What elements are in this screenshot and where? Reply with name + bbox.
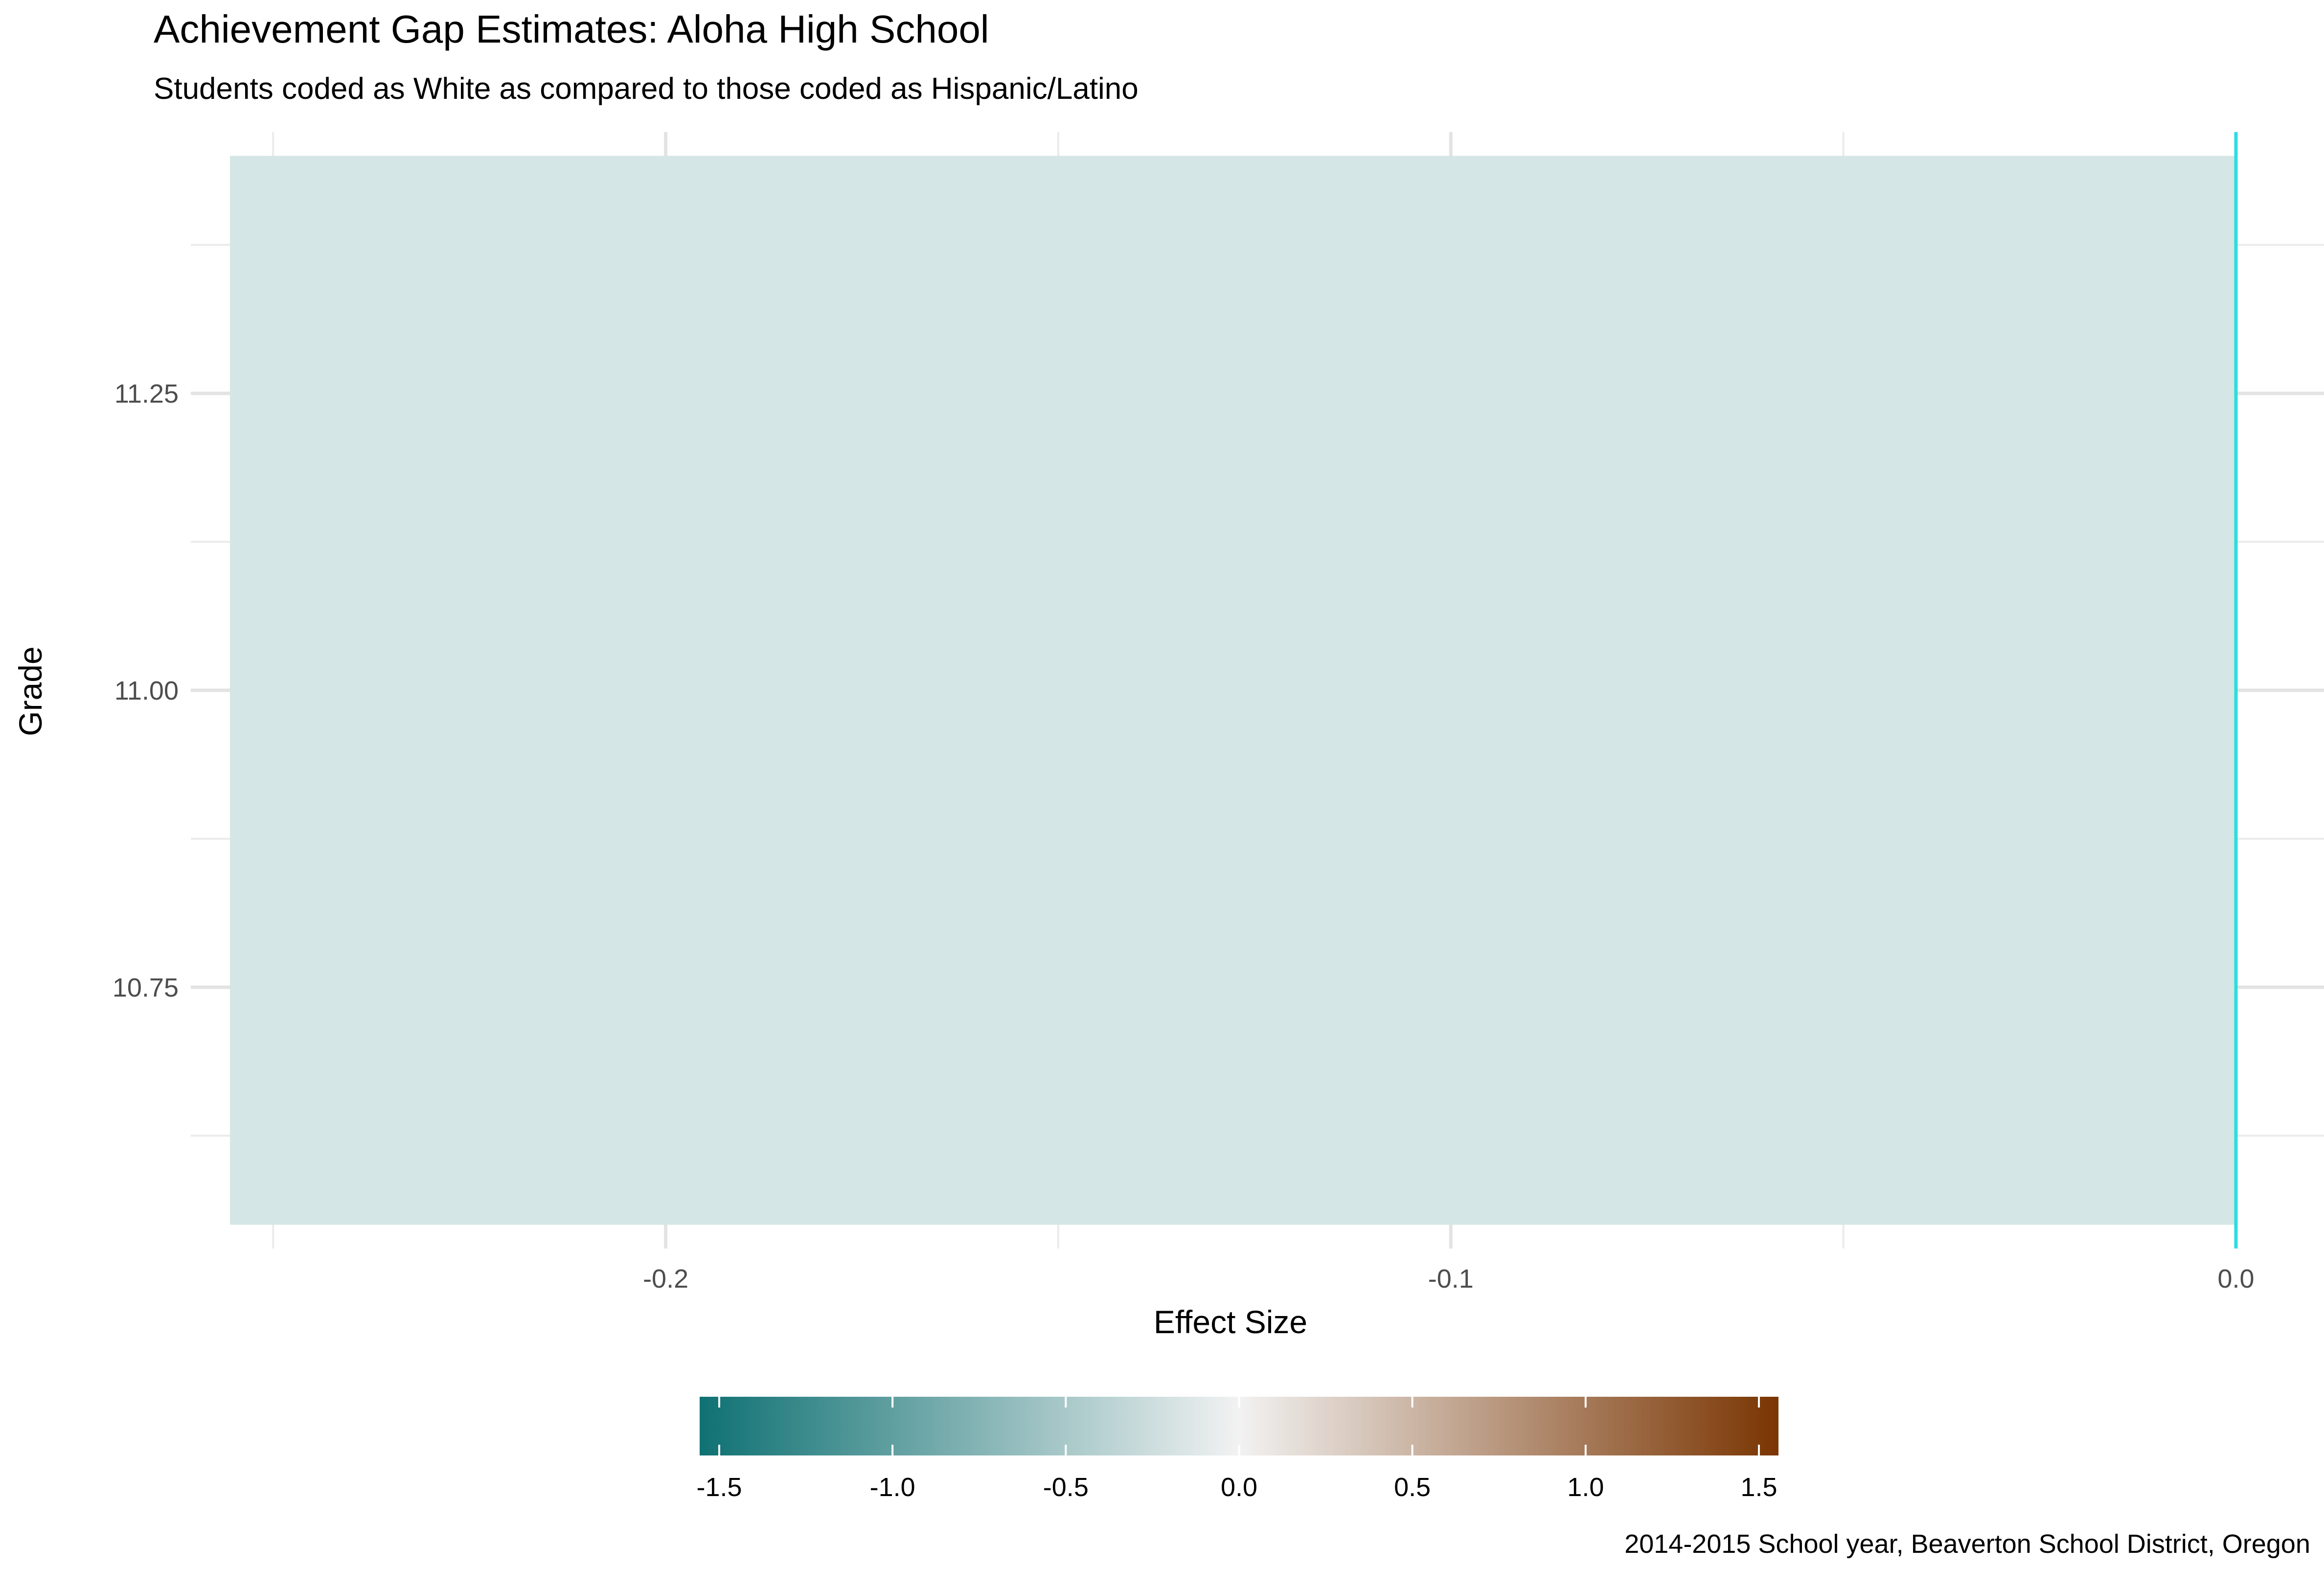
colorbar-tick-label: 1.5: [1740, 1473, 1777, 1502]
chart-subtitle: Students coded as White as compared to t…: [154, 72, 1139, 106]
colorbar-tick-label: -1.0: [870, 1473, 915, 1502]
chart-title: Achievement Gap Estimates: Aloha High Sc…: [154, 7, 989, 51]
y-tick-label: 10.75: [113, 973, 179, 1002]
chart-caption: 2014-2015 School year, Beaverton School …: [1624, 1529, 2310, 1559]
tiles: [230, 156, 2236, 1225]
y-axis-title: Grade: [12, 646, 48, 736]
color-legend: -1.5 -1.0 -0.5 0.0 0.5 1.0 1.5: [696, 1397, 1778, 1502]
colorbar-tick-label: 0.5: [1394, 1473, 1431, 1502]
y-tick-label: 11.00: [114, 676, 179, 705]
x-tick-label: 0.0: [2217, 1264, 2254, 1294]
heatmap-tile: [230, 156, 2236, 1225]
x-tick-label: -0.2: [643, 1264, 688, 1294]
colorbar-tick-label: 0.0: [1221, 1473, 1257, 1502]
y-axis-ticks: 10.75 11.00 11.25: [113, 379, 179, 1002]
x-axis-ticks: -0.2 -0.1 0.0: [643, 1264, 2254, 1294]
colorbar-tick-label: -0.5: [1043, 1473, 1089, 1502]
colorbar-tick-label: -1.5: [696, 1473, 742, 1502]
x-axis-title: Effect Size: [1154, 1304, 1307, 1340]
x-tick-label: -0.1: [1428, 1264, 1474, 1294]
y-tick-label: 11.25: [114, 379, 179, 409]
colorbar-tick-label: 1.0: [1567, 1473, 1604, 1502]
